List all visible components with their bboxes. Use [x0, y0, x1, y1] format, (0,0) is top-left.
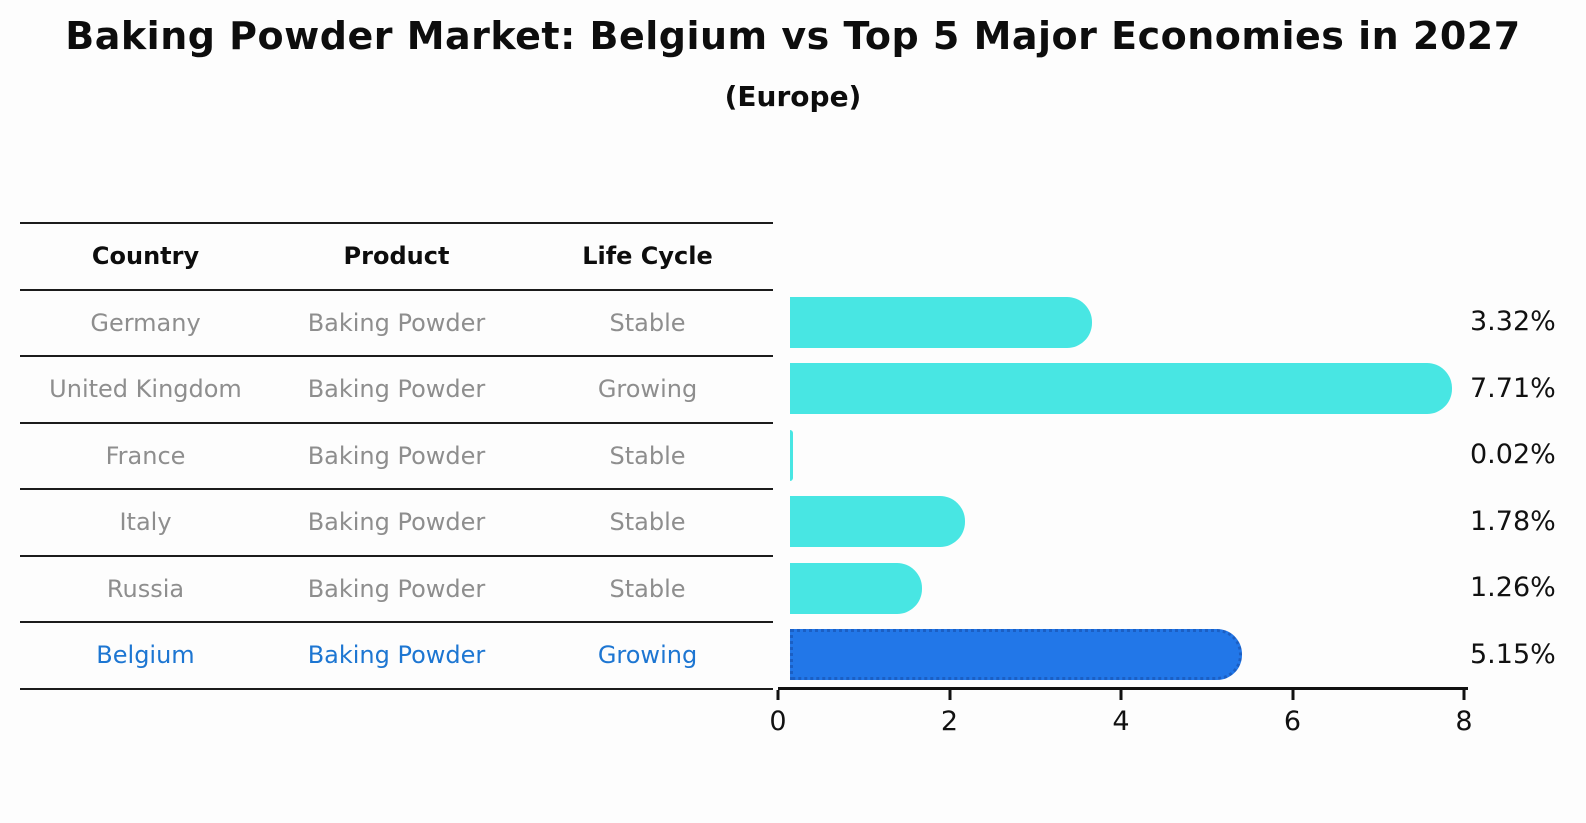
cell-life-cycle: Stable — [609, 308, 686, 337]
bar-plot-area — [790, 289, 1476, 688]
table-row: United Kingdom Baking Powder Growing — [20, 355, 773, 422]
bar-russia — [790, 562, 922, 614]
table-row: France Baking Powder Stable — [20, 421, 773, 489]
table-body: Germany Baking Powder Stable United Kingdom… — [20, 288, 773, 688]
x-axis-tick — [1291, 690, 1294, 700]
table-row: Russia Baking Powder Stable — [20, 554, 773, 622]
chart-title: Baking Powder Market: Belgium vs Top 5 M… — [65, 14, 1521, 58]
bar-france — [790, 429, 793, 481]
value-label: 3.32% — [1470, 306, 1556, 338]
bar-slot — [790, 289, 1476, 356]
column-header-product: Product — [343, 242, 450, 271]
value-label-column: 3.32% 7.71% 0.02% 1.78% 1.26% 5.15% — [1470, 289, 1586, 688]
x-axis-tick-label: 6 — [1283, 706, 1302, 737]
x-axis-tick — [776, 690, 780, 700]
table-row: Belgium Baking Powder Growing — [20, 621, 773, 688]
cell-product: Baking Powder — [307, 641, 486, 670]
cell-country: Germany — [90, 308, 201, 337]
bar-slot — [790, 555, 1476, 622]
cell-life-cycle: Growing — [597, 641, 698, 670]
cell-life-cycle: Stable — [609, 441, 686, 470]
cell-country: France — [105, 441, 186, 470]
cell-country: Belgium — [96, 641, 195, 670]
x-axis-tick-label: 8 — [1455, 706, 1473, 737]
x-axis: 0 2 4 6 8 — [769, 687, 1473, 737]
bar-slot — [790, 422, 1476, 489]
table-row: Germany Baking Powder Stable — [20, 288, 773, 356]
cell-product: Baking Powder — [307, 508, 486, 537]
cell-country: Russia — [106, 574, 185, 603]
x-axis-tick — [1119, 690, 1123, 700]
value-label: 1.26% — [1470, 572, 1556, 604]
chart-subtitle: (Europe) — [724, 80, 862, 113]
cell-product: Baking Powder — [307, 574, 486, 603]
bar-italy — [790, 496, 965, 547]
x-axis-tick — [948, 690, 951, 700]
value-label: 1.78% — [1470, 505, 1556, 537]
bar-slot — [790, 355, 1476, 422]
bar-slot — [790, 488, 1476, 555]
cell-life-cycle: Stable — [609, 574, 686, 603]
x-axis-tick-label: 2 — [940, 706, 959, 737]
cell-product: Baking Powder — [307, 308, 486, 337]
cell-country: Italy — [119, 508, 172, 537]
bar-united-kingdom — [790, 363, 1452, 414]
value-label: 0.02% — [1470, 439, 1556, 471]
value-label: 5.15% — [1470, 638, 1556, 670]
x-axis-tick-label: 0 — [769, 706, 787, 737]
value-label: 7.71% — [1470, 372, 1556, 404]
country-table: Country Product Life Cycle Germany Baking… — [20, 222, 773, 690]
cell-country: United Kingdom — [49, 375, 242, 404]
column-header-life-cycle: Life Cycle — [582, 242, 713, 271]
bar-slot — [790, 621, 1476, 688]
x-axis-tick — [1462, 690, 1466, 700]
cell-product: Baking Powder — [307, 375, 486, 404]
cell-product: Baking Powder — [307, 441, 486, 470]
table-header-row: Country Product Life Cycle — [20, 222, 773, 289]
table-row: Italy Baking Powder Stable — [20, 488, 773, 555]
x-axis-tick-label: 4 — [1112, 706, 1130, 737]
cell-life-cycle: Stable — [609, 508, 686, 537]
bar-belgium — [790, 629, 1242, 680]
column-header-country: Country — [91, 242, 200, 271]
cell-life-cycle: Growing — [597, 375, 698, 404]
bar-germany — [790, 296, 1092, 348]
